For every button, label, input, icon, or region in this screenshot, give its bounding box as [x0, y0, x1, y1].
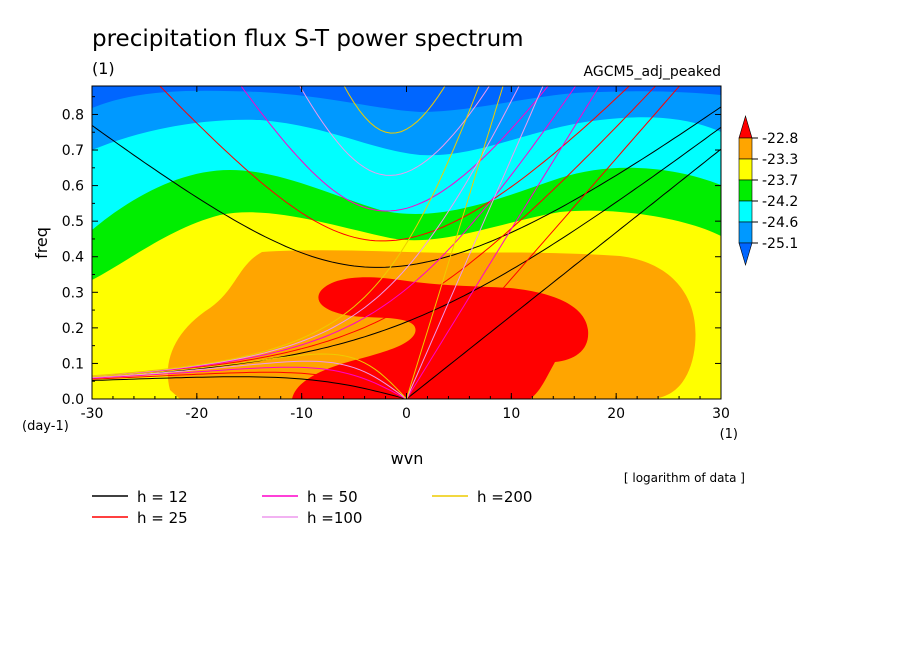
model-label: AGCM5_adj_peaked [584, 64, 721, 80]
y-tick-label: 0.1 [62, 356, 84, 372]
colorbar-swatch [738, 200, 753, 223]
rossby-curve [92, 353, 407, 399]
chart-subtitle: (1) [92, 59, 115, 78]
colorbar-min-arrow [738, 242, 753, 267]
dispersion-curves [92, 86, 721, 399]
inertia-gravity-curve [343, 86, 446, 134]
y-tick-label: 0.2 [62, 321, 84, 337]
x-tick-label: 10 [502, 406, 520, 422]
y-tick-label: 0.3 [62, 285, 84, 301]
y-tick-label: 0.5 [62, 214, 84, 230]
log-note: [ logarithm of data ] [624, 471, 745, 485]
mrg-curve [92, 126, 721, 378]
inertia-gravity-curve [240, 86, 549, 212]
rossby-curve [92, 366, 407, 399]
x-axis-label: wvn [391, 449, 424, 468]
inertia-gravity-curve [159, 86, 630, 242]
y-axis-label: freq [32, 227, 51, 259]
x-tick-label: 30 [712, 406, 730, 422]
x-unit-label: (1) [720, 427, 738, 442]
contour-fill [92, 86, 721, 399]
band-red [292, 277, 589, 399]
x-tick-label: -10 [290, 406, 313, 422]
colorbar-swatch [738, 221, 753, 244]
mrg-curve [92, 86, 657, 378]
y-tick-label: 0.0 [62, 392, 84, 408]
y-tick-label: 0.4 [62, 250, 84, 266]
inertia-gravity-curve [299, 86, 490, 176]
chart-title: precipitation flux S-T power spectrum [92, 26, 524, 52]
x-tick-label: -20 [185, 406, 208, 422]
mrg-curve [92, 86, 577, 377]
kelvin-curve [406, 86, 544, 399]
colorbar-swatch [738, 158, 753, 181]
axes: -30 -20 -10 0 10 20 30 0.0 0.1 0.2 0.3 0.4 0.5 0.6 0.7… [62, 86, 730, 422]
colorbar: -22.8 -23.3 -23.7 -24.2 -24.6 -25.1 [738, 114, 798, 267]
x-tick-label: 20 [607, 406, 625, 422]
colorbar-swatch [738, 179, 753, 202]
colorbar-max-arrow [738, 114, 753, 139]
rossby-curve [92, 360, 407, 399]
legend-label: h = 50 [307, 488, 358, 506]
rossby-curve [92, 376, 407, 399]
colorbar-level-label: -24.6 [762, 215, 798, 231]
colorbar-level-label: -24.2 [762, 194, 798, 210]
colorbar-level-label: -25.1 [762, 236, 798, 252]
kelvin-curve [406, 86, 504, 399]
legend-label: h =100 [307, 509, 362, 527]
kelvin-curve [406, 86, 601, 399]
y-tick-label: 0.8 [62, 107, 84, 123]
kelvin-curve [406, 148, 721, 399]
y-tick-label: 0.7 [62, 143, 84, 159]
inertia-gravity-curve [92, 106, 721, 268]
colorbar-level-label: -23.7 [762, 173, 798, 189]
legend-label: h = 12 [137, 488, 188, 506]
mrg-curve [92, 86, 520, 377]
x-tick-label: -30 [81, 406, 104, 422]
y-unit-label: (day-1) [22, 419, 69, 434]
colorbar-level-label: -23.3 [762, 152, 798, 168]
y-tick-label: 0.6 [62, 179, 84, 195]
curve-legend: h = 12 h = 25 h = 50 h =100 h =200 [92, 488, 532, 527]
kelvin-curve [406, 86, 681, 399]
legend-label: h = 25 [137, 509, 188, 527]
legend-label: h =200 [477, 488, 532, 506]
colorbar-swatch [738, 137, 753, 160]
mrg-curve [92, 86, 480, 377]
x-tick-label: 0 [402, 406, 411, 422]
colorbar-level-label: -22.8 [762, 131, 798, 147]
rossby-curve [92, 371, 407, 399]
